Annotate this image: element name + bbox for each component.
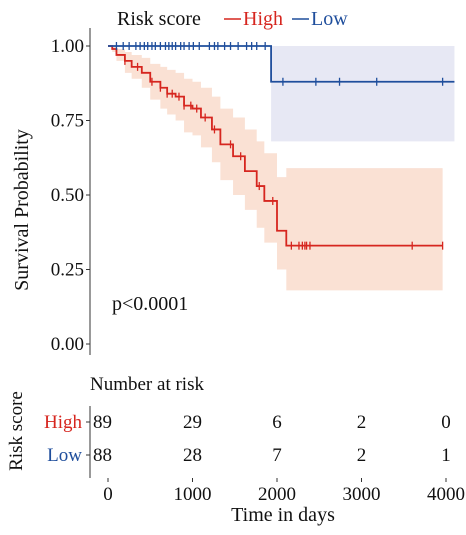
y-axis-label: Survival Probability [11, 129, 33, 291]
y-axis-ticks: 0.00 0.25 0.50 0.75 1.00 [51, 36, 90, 355]
x-axis-label: Time in days [231, 504, 335, 526]
risk-cell-high: 6 [272, 412, 282, 433]
risk-cell-low: 7 [272, 445, 282, 466]
x-axis-ticks: 0 1000 2000 3000 4000 [103, 478, 465, 505]
risk-table-rows: High 89 29 6 2 0 Low 88 28 7 2 1 [44, 412, 451, 466]
x-tick-label: 4000 [427, 484, 465, 505]
ci-band-low [108, 46, 455, 142]
risk-table: Number at risk Risk score High 89 29 6 2 0 Low… [6, 374, 465, 526]
x-tick-label: 0 [103, 484, 113, 505]
y-tick-label: 0.25 [51, 260, 84, 281]
legend-title: Risk score [117, 8, 201, 30]
risk-cell-low: 2 [357, 445, 367, 466]
legend-label-high: High [243, 8, 283, 30]
x-tick-label: 3000 [343, 484, 381, 505]
plot-area: 0.00 0.25 0.50 0.75 1.00 Survival Probabilit… [11, 28, 455, 355]
risk-row-label-low: Low [47, 445, 82, 466]
censor-marks [115, 42, 444, 250]
risk-cell-low: 88 [93, 445, 112, 466]
risk-cell-low: 1 [441, 445, 451, 466]
legend-label-low: Low [311, 8, 348, 30]
risk-table-axis-label: Risk score [6, 391, 27, 471]
legend: Risk score High Low [117, 8, 348, 30]
risk-cell-low: 28 [183, 445, 202, 466]
y-tick-label: 0.50 [51, 185, 84, 206]
x-tick-label: 2000 [258, 484, 296, 505]
x-tick-label: 1000 [174, 484, 212, 505]
y-tick-label: 0.75 [51, 111, 84, 132]
risk-cell-high: 0 [441, 412, 451, 433]
risk-cell-high: 29 [183, 412, 202, 433]
survival-curve-high [108, 45, 443, 247]
risk-cell-high: 2 [357, 412, 367, 433]
y-tick-label: 0.00 [51, 334, 84, 355]
risk-table-title: Number at risk [90, 374, 204, 395]
risk-row-label-high: High [44, 412, 83, 433]
risk-cell-high: 89 [93, 412, 112, 433]
p-value-annotation: p<0.0001 [112, 293, 188, 315]
y-tick-label: 1.00 [51, 36, 84, 57]
